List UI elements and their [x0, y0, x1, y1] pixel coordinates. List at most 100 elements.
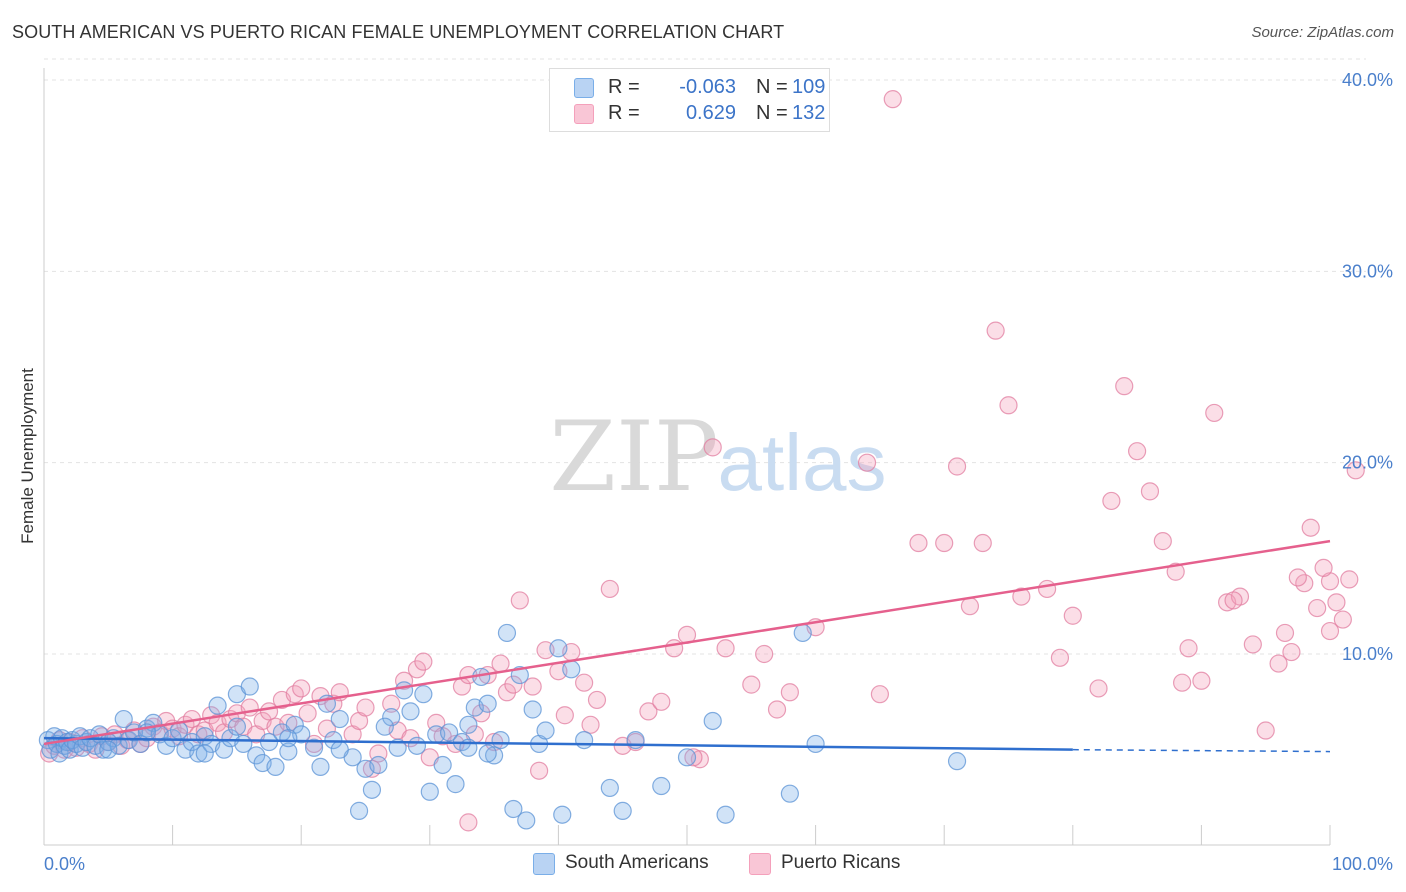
data-point — [973, 533, 992, 553]
data-point — [189, 744, 208, 763]
axes — [43, 68, 1331, 846]
data-point — [362, 780, 382, 799]
data-point — [947, 457, 967, 476]
data-point — [485, 746, 504, 765]
data-point — [375, 717, 394, 736]
data-point — [523, 677, 542, 696]
data-point — [388, 738, 407, 757]
y-tick-label: 10.0% — [1342, 644, 1393, 664]
data-point — [639, 702, 658, 721]
data-point — [298, 704, 317, 723]
y-tick-label: 30.0% — [1342, 261, 1393, 281]
data-point — [767, 700, 787, 719]
data-point — [1224, 591, 1243, 610]
data-point — [793, 623, 812, 643]
trend-lines — [43, 539, 1331, 753]
x-tick-label: 100.0% — [1332, 854, 1393, 874]
data-point — [433, 755, 452, 775]
data-point — [459, 813, 478, 832]
data-point — [1327, 593, 1346, 612]
data-point — [581, 715, 600, 734]
watermark-zip: ZIP — [549, 401, 718, 513]
data-point — [240, 677, 259, 696]
correlation-legend: R = -0.063 N = 109 R = 0.629 N = 132 — [549, 68, 830, 132]
data-point — [109, 736, 128, 755]
data-point — [960, 597, 980, 616]
data-point — [1275, 623, 1295, 643]
data-point — [330, 709, 349, 729]
data-point — [330, 740, 349, 759]
y-tick-label: 40.0% — [1342, 70, 1393, 90]
data-point — [806, 734, 825, 754]
data-point — [716, 805, 735, 824]
data-point — [208, 696, 227, 715]
legend-n-value: 132 — [792, 102, 826, 124]
data-point — [279, 713, 298, 732]
data-point — [369, 755, 388, 775]
data-point — [1314, 558, 1333, 578]
legend-n-value: 109 — [792, 76, 826, 98]
data-point — [1301, 518, 1320, 537]
gridlines — [44, 58, 1366, 655]
data-point — [304, 734, 324, 754]
data-point — [652, 776, 671, 796]
data-point — [446, 775, 465, 794]
data-point — [575, 730, 594, 750]
data-point — [420, 782, 439, 801]
data-point — [279, 742, 298, 761]
legend-r-value: -0.063 — [679, 76, 736, 98]
tick-labels: 10.0% 20.0% 30.0% 40.0% 0.0% 100.0% — [44, 70, 1393, 874]
data-point — [553, 805, 572, 824]
legend-n-label: N = — [756, 102, 788, 124]
data-point — [1308, 598, 1327, 618]
data-point — [999, 396, 1018, 415]
data-point — [1256, 721, 1275, 740]
data-point — [227, 717, 246, 736]
data-point — [1288, 568, 1307, 587]
data-point — [652, 692, 671, 711]
data-point — [857, 453, 877, 472]
data-point — [587, 690, 607, 710]
legend-swatch-south-americans — [574, 78, 594, 98]
data-point — [780, 683, 799, 702]
data-point — [382, 708, 401, 727]
legend-n-label: N = — [756, 76, 788, 98]
data-point — [414, 685, 433, 704]
data-point — [349, 801, 369, 820]
data-point — [1115, 377, 1134, 396]
data-point — [504, 799, 523, 819]
data-point — [1320, 621, 1340, 641]
bottom-legend-label: Puerto Ricans — [781, 852, 901, 873]
legend-r-label: R = — [608, 102, 640, 124]
data-point — [703, 438, 722, 457]
data-point — [523, 700, 542, 719]
data-point — [459, 715, 478, 734]
data-point — [1173, 673, 1192, 692]
data-point — [677, 748, 697, 767]
x-tick-label: 0.0% — [44, 854, 85, 874]
series-south-americans — [38, 623, 967, 830]
data-point — [549, 639, 568, 658]
data-point — [1166, 562, 1185, 581]
data-point — [304, 738, 324, 757]
data-point — [935, 533, 954, 553]
data-point — [947, 752, 967, 771]
data-point — [684, 748, 703, 767]
data-point — [1179, 639, 1198, 658]
data-point — [478, 694, 497, 713]
data-point — [1269, 654, 1288, 673]
data-point — [536, 721, 555, 740]
data-point — [317, 719, 337, 738]
data-point — [414, 652, 433, 671]
data-point — [517, 811, 536, 830]
data-point — [311, 757, 330, 776]
data-point — [703, 711, 722, 731]
data-point — [478, 744, 497, 763]
data-point — [909, 533, 928, 553]
data-point — [491, 654, 510, 673]
data-point — [1012, 587, 1031, 606]
data-point — [530, 761, 549, 780]
data-point — [600, 778, 619, 798]
data-point — [292, 679, 311, 698]
